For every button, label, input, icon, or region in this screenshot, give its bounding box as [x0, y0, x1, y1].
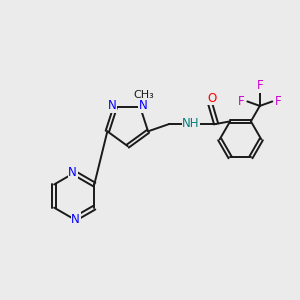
Text: NH: NH [182, 117, 200, 130]
Text: N: N [108, 99, 116, 112]
Text: N: N [68, 167, 77, 179]
Text: N: N [139, 99, 148, 112]
Text: N: N [71, 213, 80, 226]
Text: O: O [207, 92, 216, 105]
Text: F: F [275, 95, 282, 108]
Text: F: F [256, 80, 263, 92]
Text: F: F [238, 95, 245, 108]
Text: CH₃: CH₃ [134, 90, 154, 100]
